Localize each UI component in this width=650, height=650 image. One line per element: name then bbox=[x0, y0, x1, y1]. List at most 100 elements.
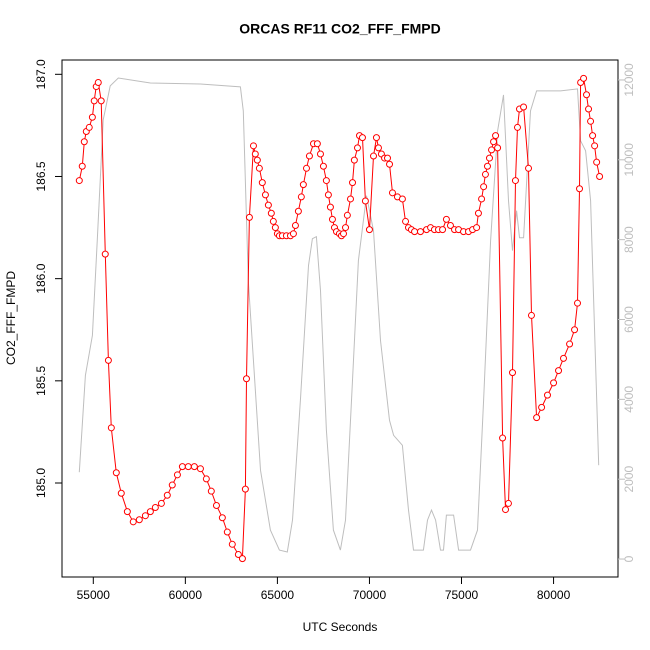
data-point bbox=[411, 228, 419, 236]
data-point bbox=[353, 144, 361, 152]
data-point bbox=[90, 97, 98, 105]
data-point bbox=[525, 164, 533, 172]
data-point bbox=[241, 485, 249, 493]
data-point bbox=[242, 375, 250, 383]
data-point bbox=[291, 222, 299, 230]
data-point bbox=[490, 138, 498, 146]
data-point bbox=[322, 177, 330, 185]
data-point bbox=[294, 207, 302, 215]
data-point bbox=[585, 105, 593, 113]
data-point bbox=[596, 172, 604, 180]
data-point bbox=[261, 191, 269, 199]
data-point bbox=[305, 152, 313, 160]
data-point bbox=[485, 154, 493, 162]
data-point bbox=[560, 354, 568, 362]
data-point bbox=[202, 475, 210, 483]
data-point bbox=[157, 499, 165, 507]
data-point bbox=[146, 508, 154, 516]
data-point bbox=[442, 215, 450, 223]
chart-title: ORCAS RF11 CO2_FFF_FMPD bbox=[239, 21, 440, 37]
data-point bbox=[253, 156, 261, 164]
data-point bbox=[520, 103, 528, 111]
data-point bbox=[228, 540, 236, 548]
data-point bbox=[538, 403, 546, 411]
data-point bbox=[402, 217, 410, 225]
data-point bbox=[313, 140, 321, 148]
data-point bbox=[571, 326, 579, 334]
data-point bbox=[502, 506, 510, 514]
data-point bbox=[513, 123, 521, 131]
x-tick-label: 65000 bbox=[261, 588, 295, 602]
y2-tick-label: 2000 bbox=[622, 466, 636, 493]
x-tick-label: 75000 bbox=[445, 588, 479, 602]
data-point bbox=[583, 91, 591, 99]
data-point bbox=[212, 501, 220, 509]
data-point bbox=[361, 197, 369, 205]
data-point bbox=[123, 508, 131, 516]
data-point bbox=[269, 217, 277, 225]
data-point bbox=[416, 228, 424, 236]
data-point bbox=[386, 160, 394, 168]
data-point bbox=[238, 555, 246, 563]
data-point bbox=[88, 113, 96, 121]
data-point bbox=[555, 367, 563, 375]
data-point bbox=[271, 224, 279, 232]
data-point bbox=[593, 158, 601, 166]
data-point bbox=[234, 551, 242, 559]
y-axis-label: CO2_FFF_FMPD bbox=[4, 271, 18, 365]
y-tick-label: 186.0 bbox=[34, 263, 48, 293]
data-point bbox=[566, 340, 574, 348]
data-point bbox=[358, 134, 366, 142]
data-point bbox=[218, 514, 226, 522]
y-tick-label: 187.0 bbox=[34, 59, 48, 89]
data-point bbox=[297, 193, 305, 201]
data-point bbox=[255, 164, 263, 172]
data-point bbox=[349, 179, 357, 187]
data-point bbox=[101, 250, 109, 258]
data-point bbox=[299, 181, 307, 189]
data-point bbox=[75, 177, 83, 185]
data-point bbox=[346, 195, 354, 203]
data-point bbox=[112, 469, 120, 477]
data-point bbox=[85, 123, 93, 131]
y2-tick-label: 6000 bbox=[622, 306, 636, 333]
data-point bbox=[587, 117, 595, 125]
data-point bbox=[509, 369, 517, 377]
data-point bbox=[267, 209, 275, 217]
data-point bbox=[184, 463, 192, 471]
data-point bbox=[365, 226, 373, 234]
data-point bbox=[446, 222, 454, 230]
data-point bbox=[533, 414, 541, 422]
data-point bbox=[289, 230, 297, 238]
y2-tick-label: 8000 bbox=[622, 226, 636, 253]
data-point bbox=[173, 471, 181, 479]
data-point bbox=[190, 463, 198, 471]
x-tick-label: 80000 bbox=[537, 588, 571, 602]
data-point bbox=[97, 97, 105, 105]
data-point bbox=[511, 177, 519, 185]
data-point bbox=[343, 211, 351, 219]
data-point bbox=[324, 191, 332, 199]
data-point bbox=[576, 185, 584, 193]
data-point bbox=[488, 146, 496, 154]
data-point bbox=[480, 183, 488, 191]
data-point bbox=[580, 74, 588, 82]
data-point bbox=[223, 528, 231, 536]
data-point bbox=[388, 189, 396, 197]
data-point bbox=[245, 213, 253, 221]
data-point bbox=[573, 299, 581, 307]
data-point bbox=[80, 138, 88, 146]
y-tick-label: 186.5 bbox=[34, 161, 48, 191]
data-point bbox=[163, 491, 171, 499]
y-tick-label: 185.5 bbox=[34, 365, 48, 395]
data-point bbox=[439, 226, 447, 234]
data-point bbox=[319, 162, 327, 170]
data-point bbox=[494, 144, 502, 152]
data-point bbox=[249, 142, 257, 150]
data-point bbox=[543, 391, 551, 399]
data-point bbox=[264, 201, 272, 209]
x-tick-label: 60000 bbox=[169, 588, 203, 602]
data-point bbox=[302, 164, 310, 172]
data-point bbox=[151, 504, 159, 512]
data-point bbox=[481, 170, 489, 178]
